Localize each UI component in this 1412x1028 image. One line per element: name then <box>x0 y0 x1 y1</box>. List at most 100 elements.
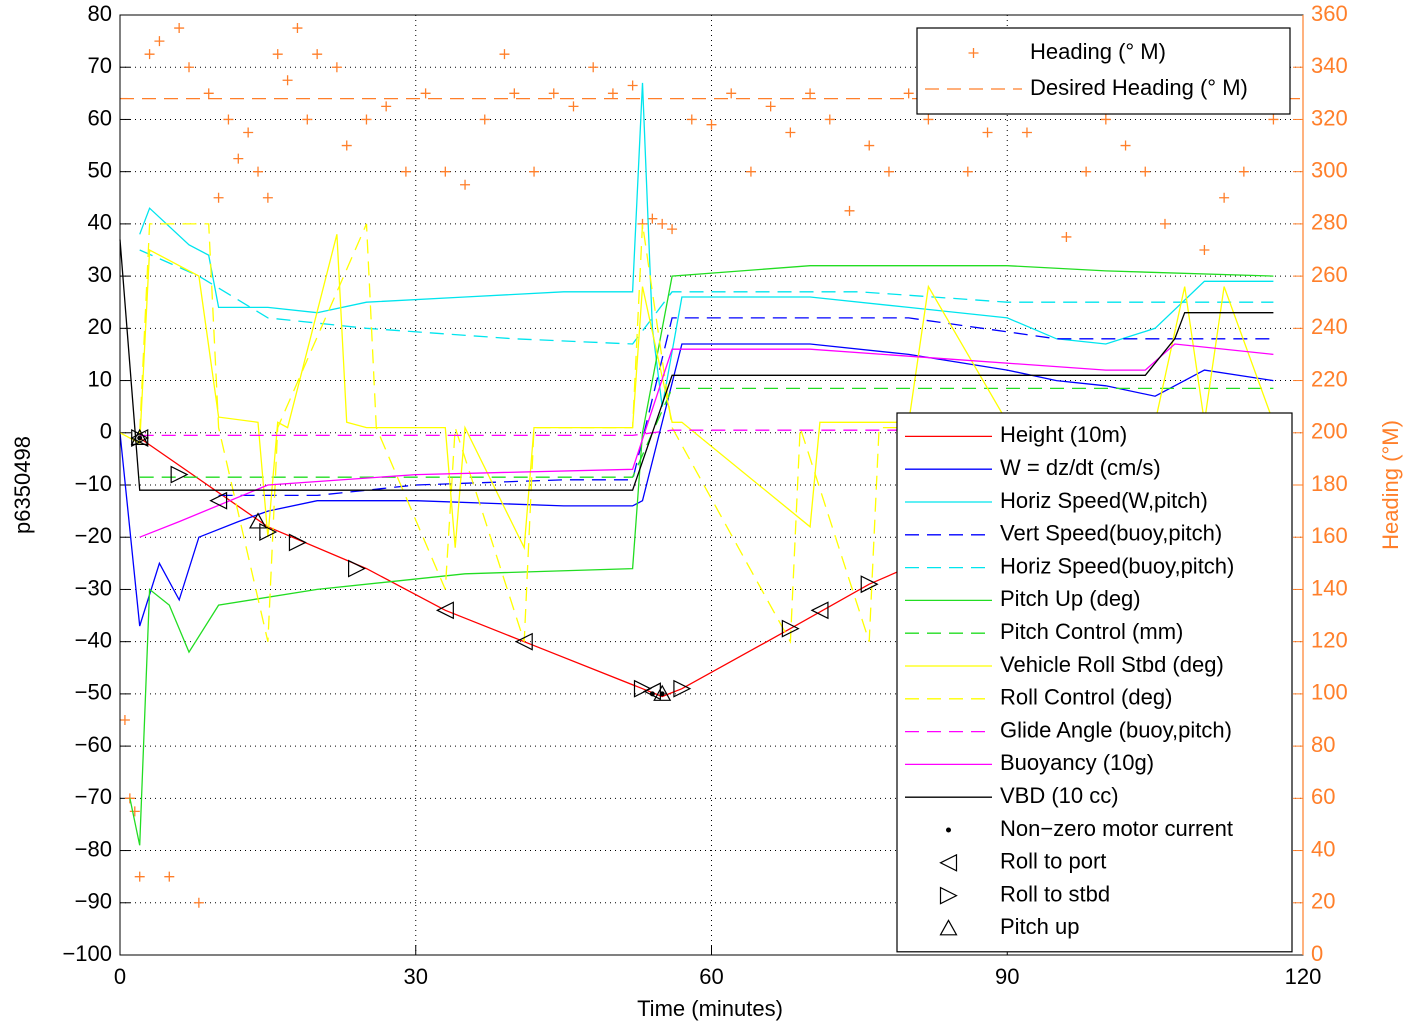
series-line <box>139 249 1274 345</box>
y-tick-label: −100 <box>62 941 112 966</box>
series-line <box>119 343 1274 627</box>
y-tick-label: −20 <box>75 523 112 548</box>
series-line <box>119 239 1274 491</box>
marker <box>233 153 244 164</box>
marker <box>174 23 185 34</box>
marker <box>499 49 510 60</box>
y-tick-label: −40 <box>75 627 112 652</box>
legend-label: Glide Angle (buoy,pitch) <box>1000 717 1232 742</box>
y2-tick-label: 60 <box>1311 784 1335 809</box>
marker <box>785 127 796 138</box>
y2-tick-label: 140 <box>1311 575 1348 600</box>
marker <box>209 491 228 510</box>
x-tick-label: 30 <box>404 964 428 989</box>
y-tick-label: −50 <box>75 680 112 705</box>
marker <box>657 218 668 229</box>
marker <box>460 179 471 190</box>
marker <box>805 88 816 99</box>
marker <box>435 601 454 620</box>
legend-label: Vert Speed(buoy,pitch) <box>1000 521 1222 546</box>
marker <box>341 140 352 151</box>
marker <box>667 224 678 235</box>
y-tick-label: 20 <box>88 314 112 339</box>
marker <box>706 119 717 130</box>
legend-label: Non−zero motor current <box>1000 816 1233 841</box>
y-tick-label: −10 <box>75 471 112 496</box>
marker <box>509 88 520 99</box>
marker <box>844 205 855 216</box>
series-line <box>139 82 1274 407</box>
marker <box>420 88 431 99</box>
legend-marker <box>968 48 979 58</box>
marker <box>982 127 993 138</box>
y-tick-label: 10 <box>88 366 112 391</box>
marker <box>765 101 776 112</box>
y-tick-label: 30 <box>88 262 112 287</box>
marker <box>348 559 366 578</box>
y-tick-label: 70 <box>88 53 112 78</box>
marker <box>288 533 307 552</box>
legend-label: Pitch up <box>1000 914 1080 939</box>
x-axis-label: Time (minutes) <box>637 996 783 1021</box>
marker <box>440 166 451 177</box>
marker <box>213 192 224 203</box>
marker <box>659 691 665 697</box>
y2-tick-label: 320 <box>1311 105 1348 130</box>
marker <box>903 88 914 99</box>
marker <box>686 114 697 125</box>
legend-label: Vehicle Roll Stbd (deg) <box>1000 652 1224 677</box>
series-line <box>139 343 1274 538</box>
legend-label: W = dz/dt (cm/s) <box>1000 455 1161 480</box>
legend-label: Desired Heading (° M) <box>1030 75 1248 100</box>
marker <box>588 62 599 73</box>
legend-label: Buoyancy (10g) <box>1000 750 1154 775</box>
marker <box>282 75 293 86</box>
y2-tick-label: 80 <box>1311 732 1335 757</box>
marker <box>745 166 756 177</box>
series-line <box>139 223 1274 645</box>
marker <box>184 62 195 73</box>
marker <box>529 166 540 177</box>
y2-tick-label: 20 <box>1311 889 1335 914</box>
marker <box>144 49 155 60</box>
marker <box>1140 166 1151 177</box>
marker <box>272 49 283 60</box>
y2-tick-label: 100 <box>1311 680 1348 705</box>
marker <box>131 429 150 447</box>
y-tick-label: 80 <box>88 1 112 26</box>
y-tick-label: 0 <box>100 419 112 444</box>
marker <box>548 88 559 99</box>
y-tick-label: −90 <box>75 889 112 914</box>
marker <box>248 512 268 529</box>
y2-tick-label: 40 <box>1311 836 1335 861</box>
y-tick-label: 60 <box>88 105 112 130</box>
marker <box>134 871 145 882</box>
marker <box>1061 231 1072 242</box>
marker <box>119 715 130 725</box>
y-tick-label: 50 <box>88 157 112 182</box>
marker <box>400 166 411 177</box>
marker <box>923 114 934 125</box>
marker <box>643 682 661 701</box>
marker <box>1238 166 1249 177</box>
y2-axis-label: Heading (°M) <box>1378 420 1403 550</box>
marker <box>962 166 973 177</box>
legend-label: Pitch Up (deg) <box>1000 586 1141 611</box>
marker <box>1100 114 1111 125</box>
marker <box>1219 192 1230 203</box>
marker <box>259 523 278 541</box>
marker <box>302 114 313 125</box>
marker <box>860 575 879 594</box>
marker <box>130 428 149 445</box>
y2-tick-label: 0 <box>1311 941 1323 966</box>
marker <box>170 465 189 484</box>
y2-tick-label: 340 <box>1311 53 1348 78</box>
marker <box>253 166 264 177</box>
marker <box>653 684 672 701</box>
legend-box <box>896 412 1293 953</box>
series-line <box>218 317 1274 497</box>
marker <box>1120 140 1131 151</box>
marker <box>647 213 658 224</box>
marker <box>129 806 140 817</box>
y-tick-label: 40 <box>88 210 112 235</box>
